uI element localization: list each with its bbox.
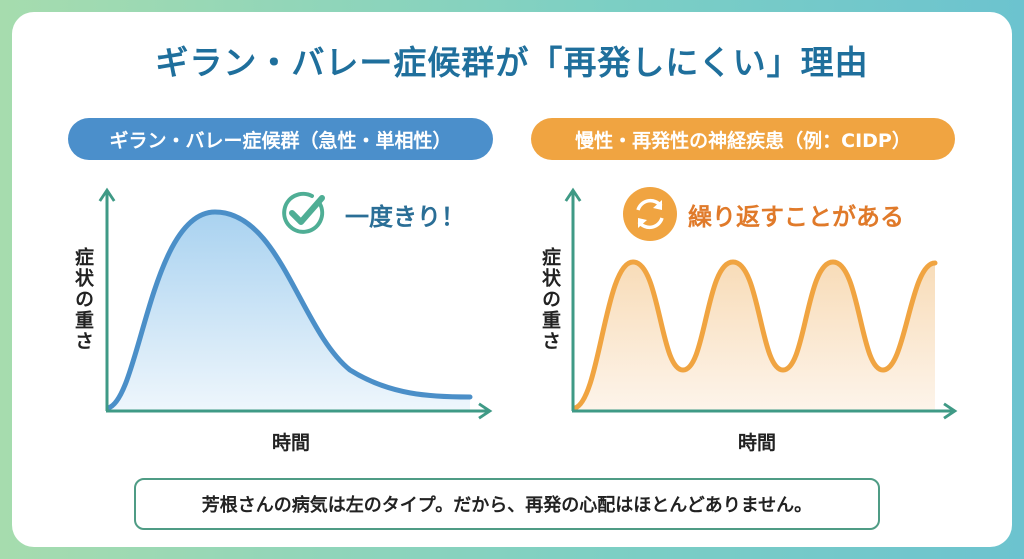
left-y-axis-label: 症状の重さ bbox=[72, 247, 94, 352]
refresh-icon bbox=[623, 187, 677, 241]
right-chart bbox=[564, 187, 958, 420]
right-curve bbox=[572, 259, 938, 411]
left-curve-fill bbox=[108, 212, 470, 410]
left-category-pill: ギラン・バレー症候群（急性・単相性） bbox=[68, 118, 493, 160]
right-category-pill: 慢性・再発性の神経疾患（例：CIDP） bbox=[531, 118, 955, 160]
page-title: ギラン・バレー症候群が「再発しにくい」理由 bbox=[155, 43, 869, 82]
left-chart bbox=[98, 187, 493, 420]
left-curve bbox=[105, 209, 473, 411]
right-badge-text: 繰り返すことがある bbox=[688, 203, 904, 231]
left-badge-text: 一度きり！ bbox=[345, 203, 465, 231]
check-circle-icon bbox=[282, 191, 325, 234]
left-x-axis-label: 時間 bbox=[272, 432, 311, 454]
right-x-axis-label: 時間 bbox=[738, 432, 777, 454]
right-curve-fill bbox=[575, 262, 935, 410]
summary-note: 芳根さんの病気は左のタイプ。だから、再発の心配はほとんどありません。 bbox=[134, 478, 880, 530]
right-y-axis-label: 症状の重さ bbox=[539, 247, 561, 352]
